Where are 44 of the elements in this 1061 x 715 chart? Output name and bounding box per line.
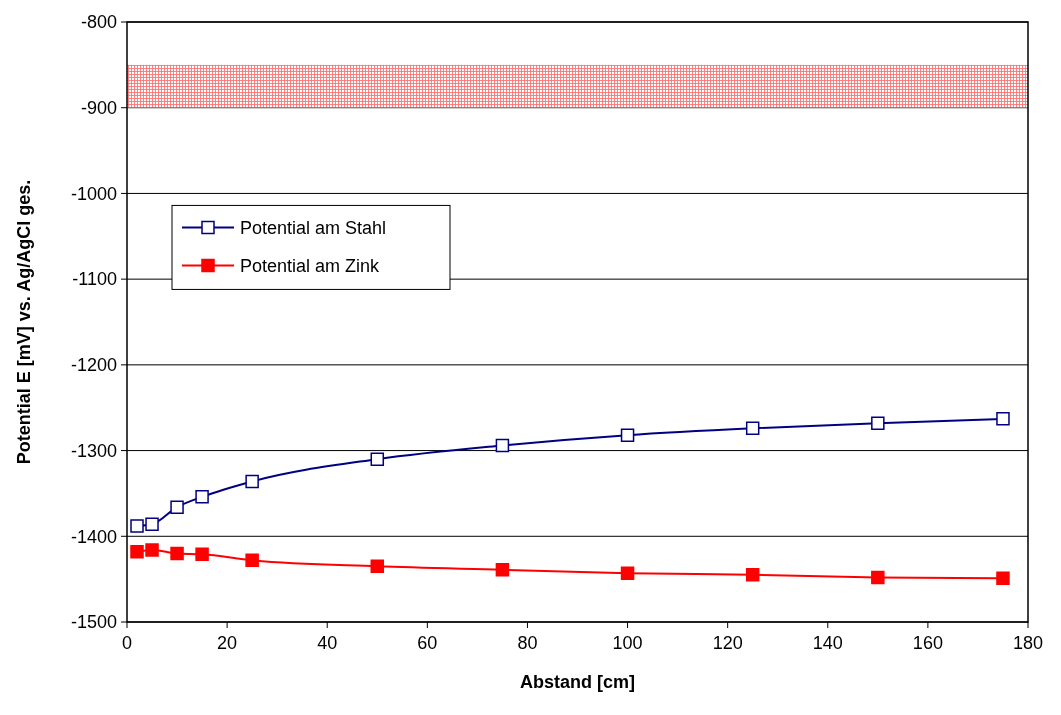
point — [620, 566, 635, 580]
legend-label: Potential am Zink — [240, 255, 381, 276]
y-tick-label: -800 — [80, 12, 117, 33]
point — [620, 428, 635, 442]
x-tick-label: 180 — [1012, 633, 1044, 653]
x-tick-label: 40 — [317, 633, 338, 653]
y-tick-label: -1300 — [70, 440, 117, 461]
x-tick-label: 140 — [812, 633, 843, 653]
point — [745, 421, 760, 436]
x-tick-label: 60 — [417, 633, 438, 653]
point — [195, 490, 209, 504]
point — [245, 553, 259, 568]
point — [996, 571, 1010, 586]
point — [495, 438, 510, 453]
point — [130, 544, 144, 559]
y-tick-label: -1000 — [70, 183, 117, 204]
x-tick-label: 20 — [217, 633, 238, 653]
x-tick-label: 100 — [612, 633, 643, 653]
legend-label: Potential am Stahl — [240, 217, 387, 238]
y-tick-label: -1400 — [70, 526, 117, 547]
point — [996, 412, 1010, 426]
point — [370, 452, 385, 466]
point — [370, 559, 385, 574]
y-tick-label: -1100 — [72, 269, 117, 290]
point — [245, 474, 259, 489]
point — [195, 547, 209, 562]
y-axis-title: Potential E [mV] vs. Ag/AgCl ges. — [14, 179, 34, 465]
point — [130, 519, 144, 533]
x-tick-label: 80 — [517, 633, 538, 653]
point — [871, 416, 885, 430]
point — [170, 546, 184, 561]
y-tick-label: -1500 — [70, 612, 117, 633]
point — [145, 543, 159, 557]
x-tick-label: 0 — [121, 633, 133, 653]
point — [871, 570, 885, 585]
y-tick-label: -900 — [80, 98, 117, 119]
x-tick-label: 120 — [712, 633, 743, 653]
y-tick-label: -1200 — [70, 355, 117, 376]
point — [495, 562, 510, 577]
x-axis-title: Abstand [cm] — [519, 672, 636, 692]
point — [745, 568, 760, 582]
point — [170, 500, 184, 514]
point — [145, 517, 159, 532]
x-tick-label: 160 — [912, 633, 943, 653]
